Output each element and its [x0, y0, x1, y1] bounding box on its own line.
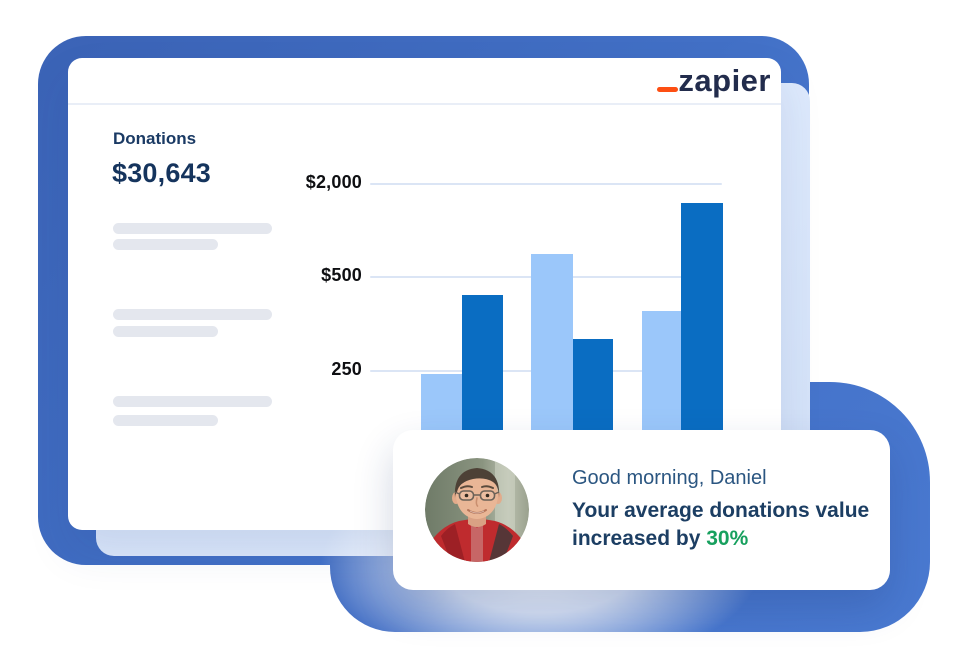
- y-tick-label: $500: [321, 265, 362, 285]
- bar-light-1: [421, 374, 462, 433]
- bar-dark-3: [681, 203, 723, 433]
- skeleton-line: [113, 239, 218, 250]
- bar-light-3: [642, 311, 681, 433]
- y-tick-label: $2,000: [305, 172, 362, 192]
- bar-light-2: [531, 254, 573, 433]
- skeleton-line: [113, 326, 218, 337]
- donations-total-value: $30,643: [112, 158, 211, 188]
- message-line2-prefix: increased by: [572, 527, 707, 550]
- skeleton-line: [113, 415, 218, 426]
- gridline: [370, 183, 722, 185]
- donations-title: Donations: [113, 129, 197, 148]
- skeleton-line: [113, 396, 272, 407]
- notification-card: Good morning, Daniel Your average donati…: [393, 430, 890, 590]
- greeting-text: Good morning, Daniel: [572, 467, 767, 489]
- zapier-logo: zapier: [657, 62, 771, 98]
- skeleton-line: [113, 223, 272, 234]
- avatar-illustration: [425, 458, 529, 562]
- gridline-row-500: $500: [68, 265, 781, 285]
- bar-dark-2: [573, 339, 613, 433]
- y-tick-label: 250: [331, 359, 362, 379]
- message-line1: Your average donations value: [572, 499, 870, 522]
- skeleton-line: [113, 309, 272, 320]
- avatar: [425, 458, 529, 562]
- donations-bar-chart: $2,000 $500 250: [68, 58, 781, 530]
- notification-text: Good morning, Daniel Your average donati…: [572, 467, 869, 553]
- bar-dark-1: [462, 295, 503, 433]
- zapier-underscore-icon: [657, 86, 679, 92]
- highlight-percentage: 30%: [706, 527, 749, 550]
- gridline-row-2000: $2,000: [68, 172, 781, 192]
- notification-message: Your average donations value increased b…: [572, 497, 869, 553]
- zapier-logo-text: zapier: [678, 62, 771, 98]
- dashboard-header: zapier: [68, 58, 781, 105]
